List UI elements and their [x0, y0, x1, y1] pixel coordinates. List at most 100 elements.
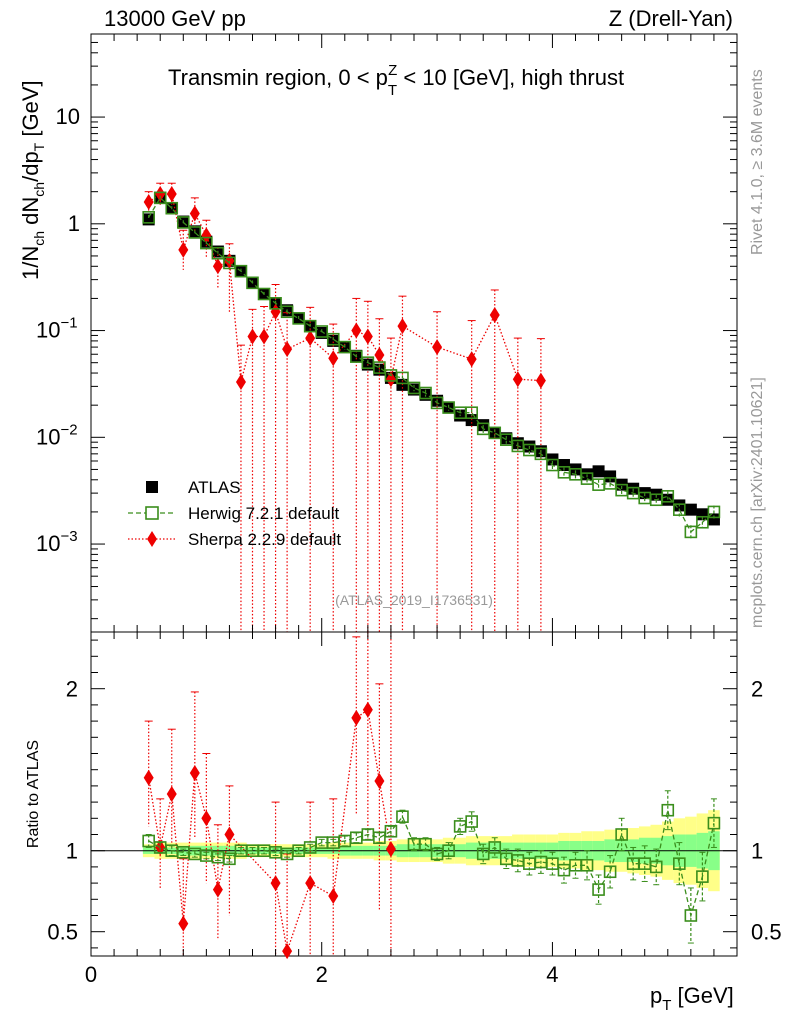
- ratio-x-tick-label: 0: [85, 962, 97, 987]
- herwig-point: [661, 490, 675, 503]
- herwig-ratio-point: [649, 860, 663, 874]
- legend: ATLAS Herwig 7.2.1 default Sherpa 2.2.9 …: [128, 478, 341, 549]
- herwig-point: [603, 477, 617, 490]
- herwig-point: [315, 325, 329, 338]
- ratio-y-tick-label: 0.5: [47, 920, 78, 945]
- herwig-ratio-point: [442, 844, 455, 858]
- herwig-point: [142, 211, 155, 224]
- legend-sherpa-label: Sherpa 2.2.9 default: [188, 530, 341, 549]
- herwig-ratio-point: [546, 857, 559, 870]
- ratio-y-tick-label-right: 2: [751, 677, 763, 702]
- herwig-point: [684, 525, 698, 539]
- sherpa-ratio-point: [305, 875, 316, 892]
- herwig-ratio-point: [603, 865, 617, 879]
- atlas-point: [707, 513, 720, 526]
- herwig-point: [246, 276, 259, 290]
- sherpa-ratio-point: [328, 888, 339, 905]
- herwig-point: [373, 361, 386, 374]
- ratio-y-tick-label-right: 0.5: [751, 920, 782, 945]
- herwig-point: [696, 515, 709, 529]
- herwig-point: [200, 236, 213, 250]
- sherpa-ratio-point: [201, 810, 212, 827]
- main-axes: 10 1 10−1 10−2 10−3: [36, 33, 738, 632]
- herwig-point: [188, 226, 202, 239]
- main-y-tick-label: 10−2: [36, 421, 78, 449]
- herwig-point: [707, 505, 721, 519]
- sherpa-line: [148, 193, 541, 383]
- herwig-point: [165, 201, 179, 215]
- sherpa-ratio-point: [351, 709, 362, 726]
- herwig-point: [280, 305, 294, 319]
- sherpa-ratio-point: [362, 701, 373, 718]
- sherpa-point: [305, 330, 316, 347]
- analysis-id-watermark: (ATLAS_2019_I1736531): [335, 592, 493, 608]
- herwig-ratio-point: [223, 852, 236, 866]
- herwig-ratio-point: [707, 816, 721, 830]
- herwig-ratio-point: [373, 831, 386, 845]
- sherpa-point: [512, 371, 523, 388]
- herwig-ratio-point: [142, 834, 155, 848]
- sherpa-point: [178, 241, 189, 258]
- sherpa-ratio-point: [155, 839, 166, 856]
- herwig-point: [234, 264, 248, 278]
- herwig-point: [338, 340, 352, 354]
- herwig-ratio-point: [673, 857, 686, 870]
- header-right: Z (Drell-Yan): [609, 6, 733, 31]
- sherpa-ratio-line: [148, 708, 392, 952]
- herwig-point: [211, 246, 225, 260]
- herwig-point: [419, 386, 432, 400]
- herwig-point: [153, 191, 167, 205]
- herwig-point: [223, 256, 236, 270]
- sherpa-ratio-point: [189, 764, 200, 781]
- herwig-point: [546, 458, 559, 472]
- atlas-point: [488, 426, 501, 439]
- sherpa-point: [155, 186, 166, 203]
- atlas-point: [557, 459, 570, 472]
- sherpa-point: [282, 341, 293, 358]
- herwig-ratio-point: [661, 803, 675, 817]
- sherpa-ratio-point: [143, 769, 154, 786]
- herwig-ratio-point: [615, 828, 628, 841]
- sherpa-point: [201, 227, 212, 244]
- herwig-point: [465, 406, 478, 420]
- sherpa-point: [259, 328, 270, 345]
- sherpa-point: [351, 322, 362, 339]
- sherpa-point: [362, 328, 373, 345]
- atlas-point: [592, 465, 605, 478]
- herwig-point: [326, 332, 340, 346]
- herwig-point: [396, 371, 409, 385]
- y-axis-label: 1/Nch dNch/dpT [GeV]: [18, 80, 47, 280]
- ratio-y-axis-label: Ratio to ATLAS: [25, 740, 42, 848]
- herwig-point: [269, 297, 282, 310]
- herwig-ratio-point: [696, 870, 709, 883]
- herwig-point: [534, 447, 548, 461]
- ratio-frame: [90, 631, 738, 957]
- ratio-x-tick-label: 4: [546, 962, 558, 987]
- main-y-tick-label: 10: [56, 104, 80, 129]
- legend-atlas-marker: [146, 481, 158, 493]
- ratio-y-tick-label: 2: [66, 677, 78, 702]
- x-axis-label: pT [GeV]: [650, 983, 734, 1014]
- header-left: 13000 GeV pp: [104, 6, 246, 31]
- sherpa-point: [328, 350, 339, 367]
- sherpa-ratio-point: [374, 773, 385, 790]
- plot-title: Transmin region, 0 < pTZ < 10 [GeV], hig…: [168, 62, 624, 99]
- sherpa-point: [397, 318, 408, 335]
- sherpa-ratio-point: [270, 875, 281, 892]
- rivet-version-label: Rivet 4.1.0, ≥ 3.6M events: [749, 69, 766, 255]
- sherpa-point: [270, 303, 281, 320]
- atlas-point: [661, 493, 674, 506]
- herwig-ratio-point: [488, 841, 502, 854]
- sherpa-ratio-point: [224, 826, 235, 843]
- herwig-ratio-point: [465, 815, 478, 828]
- atlas-point: [696, 508, 709, 521]
- sherpa-point: [489, 306, 500, 323]
- sherpa-point: [189, 205, 200, 222]
- legend-sherpa-marker: [147, 531, 157, 547]
- legend-sherpa: Sherpa 2.2.9 default: [128, 530, 341, 549]
- legend-herwig-label: Herwig 7.2.1 default: [188, 504, 339, 523]
- herwig-point: [292, 312, 305, 325]
- legend-atlas: ATLAS: [146, 478, 241, 497]
- main-y-tick-label: 10−1: [36, 315, 78, 343]
